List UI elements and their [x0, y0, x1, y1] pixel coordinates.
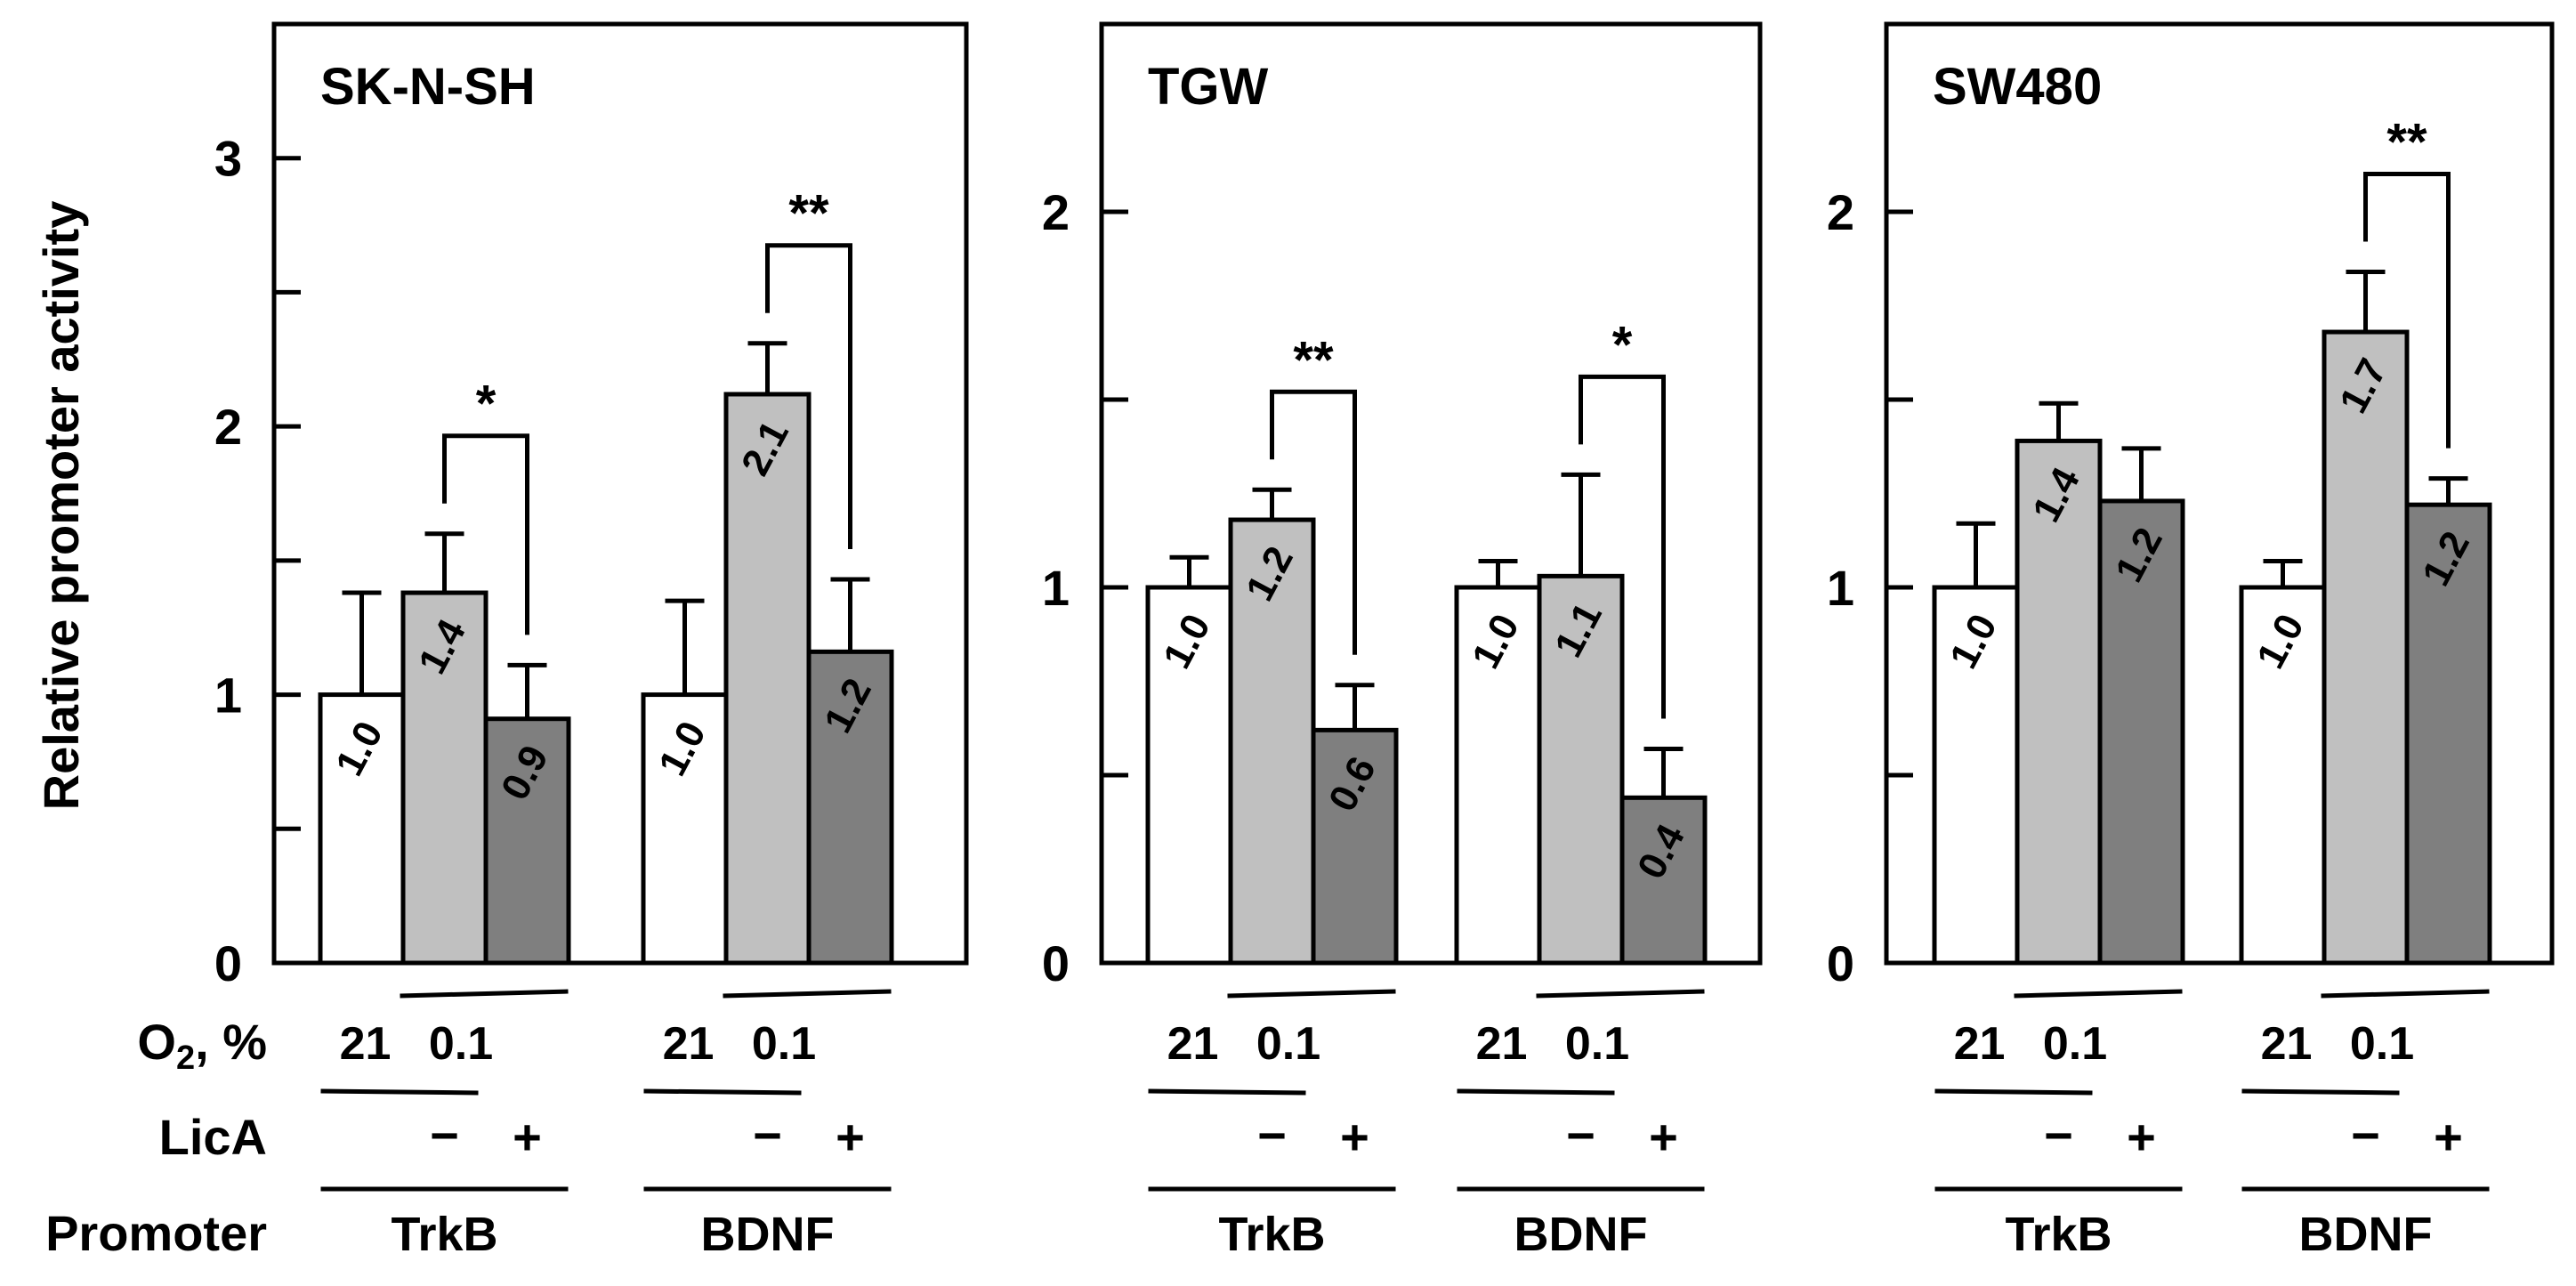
- hypoxia-overline: [1227, 989, 1396, 999]
- hypoxia-overline: [2321, 989, 2490, 999]
- significance-bracket: [765, 243, 852, 549]
- lica-minus: −: [1566, 1107, 1595, 1163]
- y-tick-label: 2: [214, 399, 242, 455]
- panel-title: SW480: [1933, 58, 2102, 116]
- panel-title: SK-N-SH: [320, 58, 536, 116]
- significance-bracket: [1270, 389, 1357, 655]
- o2-row-label: O2, %: [137, 1014, 267, 1077]
- o2-value-hypoxia: 0.1: [1565, 1018, 1629, 1070]
- significance-stars: **: [2386, 114, 2427, 172]
- lica-plus: +: [513, 1109, 542, 1165]
- significance-bracket: [2363, 172, 2451, 449]
- lica-minus: −: [1257, 1107, 1287, 1163]
- o2-value-normoxia: 21: [1167, 1018, 1219, 1070]
- y-tick-label: 1: [1042, 560, 1070, 616]
- significance-stars: **: [788, 185, 829, 243]
- bar-hypoxia: [2322, 329, 2410, 966]
- panel-frame: [271, 21, 969, 966]
- o2-value-hypoxia: 0.1: [1256, 1018, 1320, 1070]
- panel-frame: [1099, 21, 1763, 966]
- lica-overline: [1934, 1088, 2093, 1096]
- significance-bracket: [442, 433, 529, 635]
- lica-minus: −: [2044, 1107, 2073, 1163]
- panel-frame: [1884, 21, 2555, 966]
- lica-plus: +: [1649, 1109, 1678, 1165]
- y-tick-label: 0: [214, 935, 242, 991]
- y-tick-label: 1: [214, 667, 242, 724]
- significance-stars: **: [1293, 331, 1334, 389]
- y-tick-label: 2: [1042, 184, 1070, 240]
- o2-label-suffix: , %: [195, 1014, 267, 1070]
- bar-normoxia: [1145, 585, 1233, 966]
- bar-normoxia: [2239, 585, 2327, 966]
- hypoxia-overline: [400, 989, 569, 999]
- lica-minus: −: [2351, 1107, 2380, 1163]
- lica-plus: +: [836, 1109, 865, 1165]
- hypoxia-overline: [723, 989, 892, 999]
- promoter-name: BDNF: [1514, 1208, 1648, 1261]
- lica-plus: +: [1340, 1109, 1369, 1165]
- lica-minus: −: [430, 1107, 459, 1163]
- bar-hypoxia-lica: [806, 649, 894, 966]
- promoter-name: BDNF: [2299, 1208, 2433, 1261]
- bar-hypoxia-lica: [2404, 502, 2492, 966]
- bar-hypoxia-lica: [1619, 795, 1708, 966]
- promoter-name: BDNF: [701, 1208, 835, 1261]
- lica-row-label: LicA: [159, 1109, 267, 1165]
- y-tick-label: 1: [1827, 560, 1854, 616]
- lica-overline: [643, 1088, 802, 1096]
- o2-value-hypoxia: 0.1: [752, 1018, 816, 1070]
- bar-normoxia: [1932, 585, 2020, 966]
- o2-value-normoxia: 21: [340, 1018, 392, 1070]
- bar-hypoxia-lica: [483, 716, 571, 966]
- lica-overline: [1457, 1088, 1615, 1096]
- o2-value-hypoxia: 0.1: [429, 1018, 493, 1070]
- o2-value-normoxia: 21: [663, 1018, 715, 1070]
- bar-hypoxia-lica: [2097, 498, 2185, 966]
- y-axis-title: Relative promoter activity: [33, 201, 89, 811]
- y-tick-label: 0: [1827, 935, 1854, 991]
- lica-plus: +: [2127, 1109, 2156, 1165]
- bar-normoxia: [318, 692, 406, 966]
- lica-plus: +: [2434, 1109, 2463, 1165]
- bar-hypoxia: [723, 392, 812, 966]
- y-tick-label: 2: [1827, 184, 1854, 240]
- lica-overline: [2241, 1088, 2400, 1096]
- promoter-name: TrkB: [391, 1208, 497, 1261]
- promoter-row-label: Promoter: [45, 1205, 267, 1261]
- lica-overline: [1148, 1088, 1306, 1096]
- hypoxia-overline: [1536, 989, 1705, 999]
- significance-stars: *: [476, 376, 497, 433]
- o2-value-normoxia: 21: [1954, 1018, 2006, 1070]
- promoter-name: TrkB: [1218, 1208, 1325, 1261]
- o2-value-hypoxia: 0.1: [2043, 1018, 2107, 1070]
- bar-hypoxia: [2015, 438, 2103, 966]
- lica-minus: −: [753, 1107, 782, 1163]
- o2-value-normoxia: 21: [1476, 1018, 1528, 1070]
- bar-normoxia: [641, 692, 729, 966]
- promoter-name: TrkB: [2005, 1208, 2112, 1261]
- significance-bracket: [1579, 374, 1666, 719]
- o2-label-prefix: O: [137, 1014, 176, 1070]
- o2-value-hypoxia: 0.1: [2350, 1018, 2414, 1070]
- o2-label-subscript: 2: [176, 1039, 195, 1077]
- significance-stars: *: [1612, 316, 1633, 374]
- y-tick-label: 0: [1042, 935, 1070, 991]
- bar-hypoxia: [1537, 573, 1625, 966]
- bar-hypoxia-lica: [1311, 727, 1399, 966]
- o2-value-normoxia: 21: [2261, 1018, 2313, 1070]
- lica-overline: [320, 1088, 479, 1096]
- panel-title: TGW: [1148, 58, 1269, 116]
- y-tick-label: 3: [214, 131, 242, 187]
- hypoxia-overline: [2014, 989, 2183, 999]
